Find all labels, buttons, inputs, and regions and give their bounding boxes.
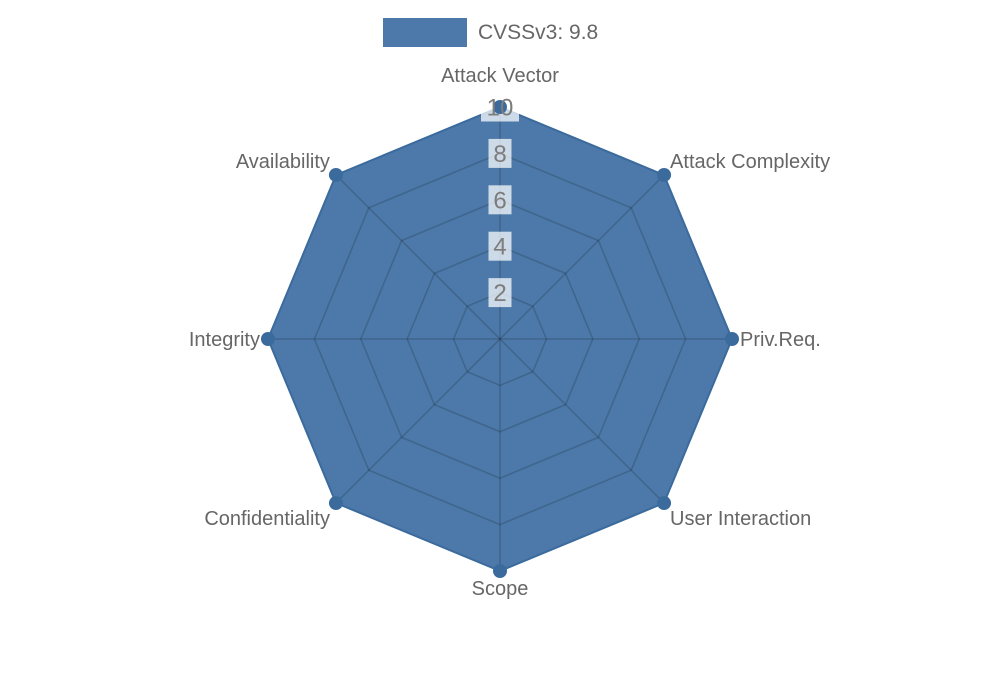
tick-label: 6 <box>493 187 506 214</box>
radar-fill-area <box>268 107 732 571</box>
tick-label: 10 <box>487 95 514 122</box>
grid-spoke <box>335 338 501 504</box>
grid-ring <box>406 245 594 433</box>
axis-label-scope: Scope <box>472 578 529 600</box>
tick-label: 8 <box>493 141 506 168</box>
data-point[interactable] <box>328 167 343 182</box>
legend-swatch <box>383 18 467 47</box>
grid-ring <box>313 152 687 526</box>
tick-label: 2 <box>493 280 506 307</box>
data-point[interactable] <box>493 564 507 578</box>
data-point[interactable] <box>328 496 343 511</box>
axis-label-attack-vector: Attack Vector <box>441 65 559 87</box>
axis-label-attack-complexity: Attack Complexity <box>670 151 830 173</box>
tick-backdrop <box>488 138 512 168</box>
data-points <box>261 100 739 578</box>
grid-ring <box>359 198 641 480</box>
data-point[interactable] <box>725 332 739 346</box>
axis-label-integrity: Integrity <box>189 329 260 351</box>
grid-spoke <box>499 174 665 340</box>
data-point[interactable] <box>657 167 672 182</box>
tick-backdrops <box>481 92 519 308</box>
axis-label-confidentiality: Confidentiality <box>204 508 330 530</box>
tick-label: 4 <box>493 234 506 261</box>
data-point[interactable] <box>261 332 275 346</box>
data-point[interactable] <box>657 496 672 511</box>
tick-labels: 2 4 6 8 10 <box>487 95 514 308</box>
data-point[interactable] <box>493 100 507 114</box>
legend-item[interactable]: CVSSv3: 9.8 <box>383 18 598 47</box>
axis-label-user-interaction: User Interaction <box>670 508 811 530</box>
grid-spoke <box>335 174 501 340</box>
axis-label-priv-req: Priv.Req. <box>740 329 821 351</box>
series-polygon <box>268 107 732 571</box>
grid-spoke <box>499 338 665 504</box>
legend-label: CVSSv3: 9.8 <box>478 21 599 44</box>
tick-backdrop <box>488 185 512 215</box>
tick-backdrop <box>488 231 512 261</box>
tick-backdrop <box>488 278 512 308</box>
axis-labels: Attack Vector Attack Complexity Priv.Req. U… <box>189 65 830 600</box>
grid-ring <box>452 291 548 387</box>
axis-label-availability: Availability <box>236 151 330 173</box>
